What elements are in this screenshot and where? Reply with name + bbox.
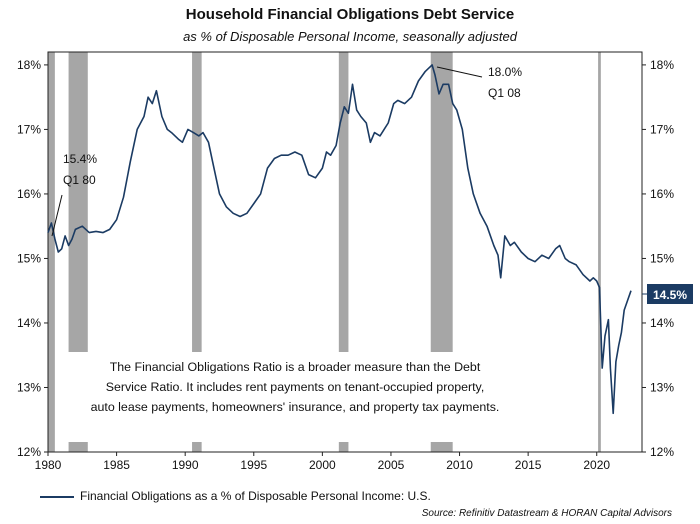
y-tick-label-right: 13% <box>650 380 674 394</box>
y-tick-label: 12% <box>17 445 41 459</box>
y-tick-label-right: 18% <box>650 58 674 72</box>
x-tick-label: 2010 <box>446 458 473 472</box>
last-value-badge <box>647 284 693 304</box>
recession-band <box>598 52 601 452</box>
y-tick-label-right: 17% <box>650 122 674 136</box>
y-axis-left: 12% 13% 14% 15% 16% 17% 18% <box>17 58 48 459</box>
legend-label: Financial Obligations as a % of Disposab… <box>80 489 431 503</box>
legend: Financial Obligations as a % of Disposab… <box>40 489 431 503</box>
note-line-1: The Financial Obligations Ratio is a bro… <box>109 360 481 374</box>
last-value-label: 14.5% <box>653 288 687 302</box>
low-callout-value: 15.4% <box>63 152 97 166</box>
chart-title: Household Financial Obligations Debt Ser… <box>185 6 515 23</box>
recession-band <box>48 52 55 452</box>
y-tick-label: 16% <box>17 187 41 201</box>
y-tick-label: 17% <box>17 122 41 136</box>
y-tick-label: 18% <box>17 58 41 72</box>
x-tick-label: 2005 <box>378 458 405 472</box>
y-tick-label: 14% <box>17 316 41 330</box>
note-box-bg <box>68 352 514 442</box>
low-callout-period: Q1 80 <box>63 173 96 187</box>
recession-band <box>192 52 202 452</box>
x-tick-label: 1980 <box>35 458 62 472</box>
x-tick-label: 1995 <box>240 458 267 472</box>
y-tick-label-right: 14% <box>650 316 674 330</box>
plot-area-border <box>47 51 643 453</box>
high-callout-value: 18.0% <box>488 65 522 79</box>
series-line <box>47 64 632 415</box>
note-box: The Financial Obligations Ratio is a bro… <box>72 357 518 417</box>
recession-band <box>338 52 349 452</box>
source-note: Source: Refinitiv Datastream & HORAN Cap… <box>421 508 672 519</box>
x-tick-label: 2020 <box>583 458 610 472</box>
x-tick-label: 2000 <box>309 458 336 472</box>
low-callout-leader <box>51 194 63 237</box>
high-callout-leader <box>436 66 483 78</box>
chart-subtitle: as % of Disposable Personal Income, seas… <box>183 29 517 44</box>
y-tick-label-right: 16% <box>650 187 674 201</box>
x-tick-label: 2015 <box>515 458 542 472</box>
y-axis-right: 12% 13% 14% 15% 16% 17% 18% <box>642 58 674 459</box>
y-tick-label: 13% <box>17 380 41 394</box>
legend-swatch <box>40 495 74 498</box>
y-tick-label-right: 15% <box>650 251 674 265</box>
x-tick-label: 1985 <box>103 458 130 472</box>
x-tick-label: 1990 <box>172 458 199 472</box>
note-line-2: Service Ratio. It includes rent payments… <box>105 380 485 394</box>
y-tick-label-right: 12% <box>650 445 674 459</box>
high-callout-period: Q1 08 <box>488 86 521 100</box>
y-tick-label: 15% <box>17 251 41 265</box>
x-axis: 1980 1985 1990 1995 2000 2005 2010 2015 2020 <box>35 452 610 472</box>
note-line-3: auto lease payments, homeowners' insuran… <box>90 400 500 414</box>
